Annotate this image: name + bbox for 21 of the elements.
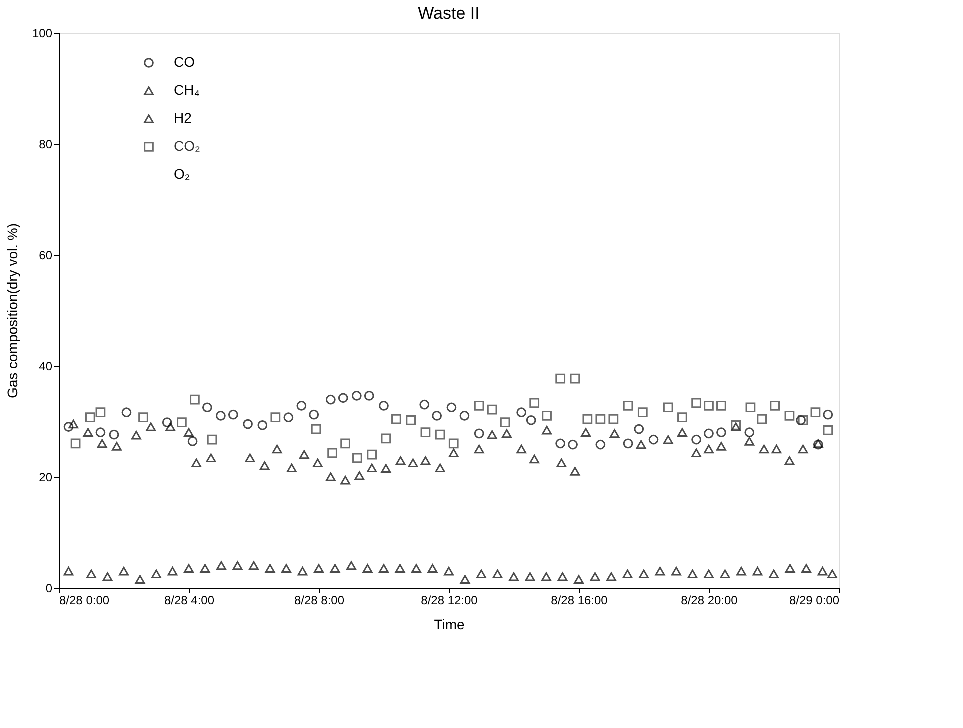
legend-label: CO₂ — [174, 138, 200, 154]
y-tick-label: 40 — [39, 360, 53, 374]
x-tick-label: 8/28 20:00 — [681, 594, 738, 608]
y-tick-label: 0 — [46, 582, 53, 596]
y-axis-title: Gas composition(dry vol. %) — [4, 223, 20, 399]
legend-label: CH₄ — [174, 82, 200, 98]
legend-label: CO — [174, 54, 196, 70]
x-tick-label: 8/29 0:00 — [789, 594, 840, 608]
x-tick-label: 8/28 16:00 — [551, 594, 608, 608]
y-tick-label: 60 — [39, 248, 53, 262]
chart-title: Waste II — [418, 4, 480, 23]
x-tick-label: 8/28 4:00 — [164, 594, 215, 608]
x-axis-title: Time — [434, 616, 466, 632]
y-tick-label: 20 — [39, 470, 53, 484]
y-tick-label: 80 — [39, 138, 53, 152]
y-tick-label: 100 — [32, 26, 53, 40]
legend-label: H2 — [174, 110, 192, 126]
legend-label: O₂ — [174, 166, 190, 182]
x-tick-label: 8/28 12:00 — [421, 594, 478, 608]
x-tick-label: 8/28 8:00 — [294, 594, 345, 608]
x-tick-label: 8/28 0:00 — [60, 594, 110, 608]
